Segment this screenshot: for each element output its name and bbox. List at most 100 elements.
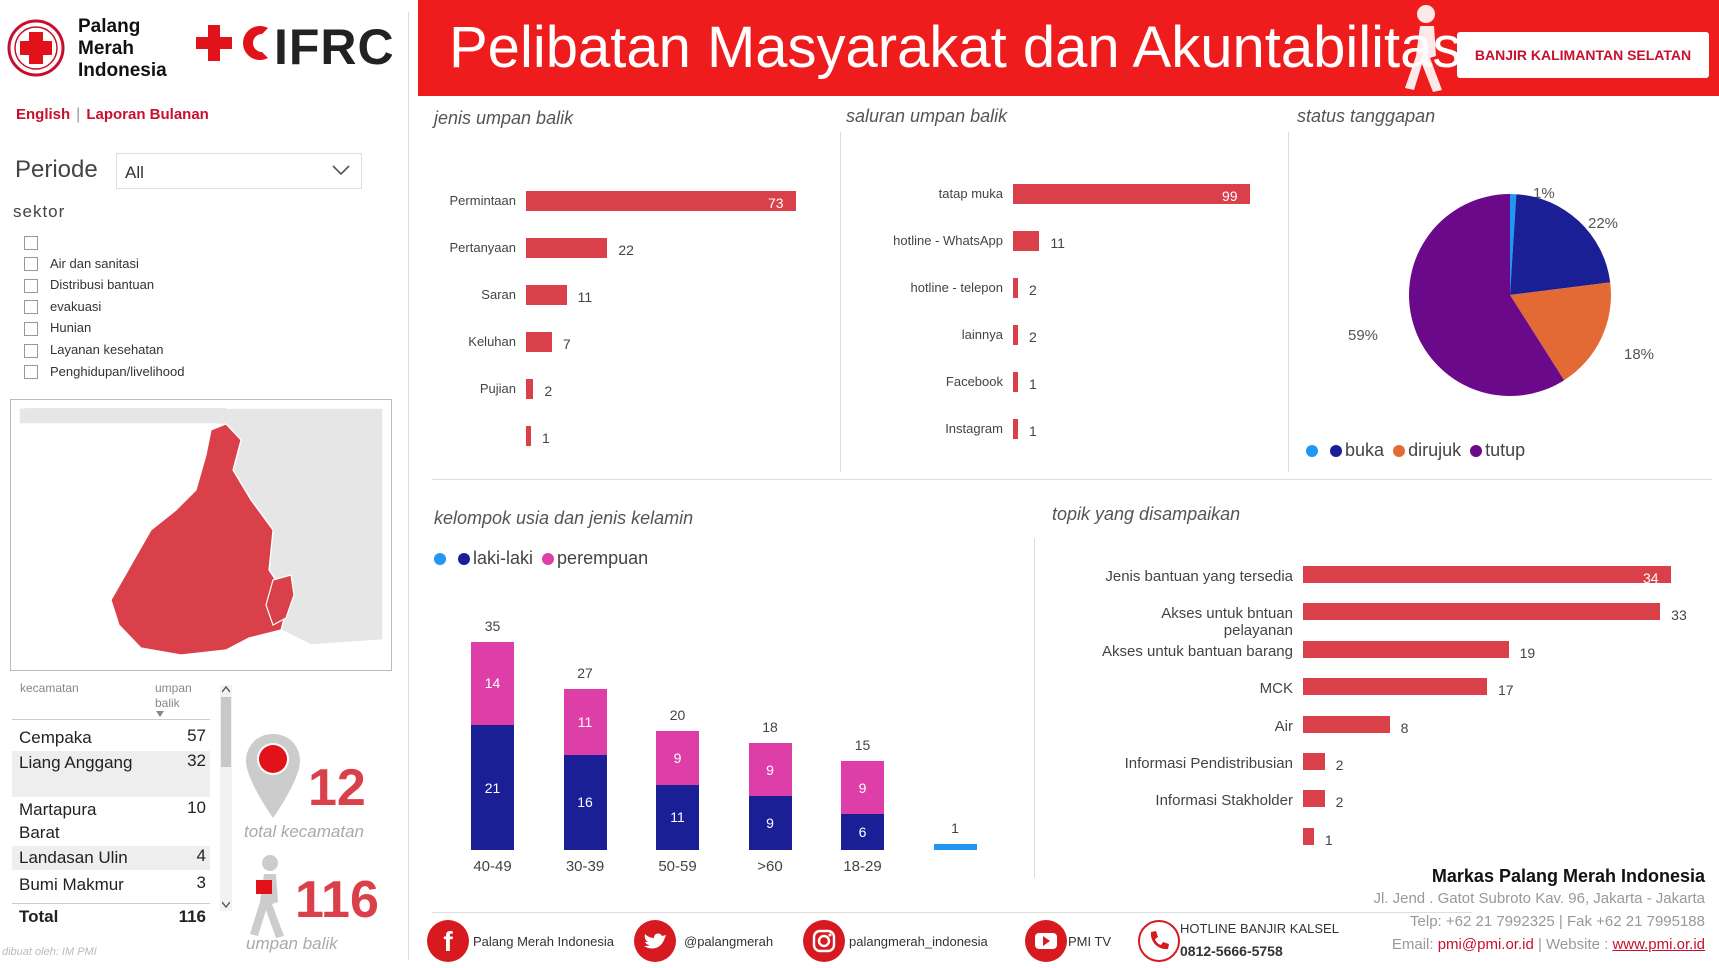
col-header-umpan-balik[interactable]: umpan balik bbox=[155, 681, 192, 710]
sektor-option[interactable]: Penghidupan/livelihood bbox=[24, 364, 184, 384]
bar bbox=[1303, 753, 1325, 770]
sektor-option[interactable]: Layanan kesehatan bbox=[24, 342, 163, 362]
table-row[interactable]: Martapura Barat 10 bbox=[12, 798, 210, 844]
total-umpan-balik-value: 116 bbox=[295, 871, 379, 929]
hotline-number[interactable]: 0812-5666-5758 bbox=[1180, 943, 1283, 959]
checkbox[interactable] bbox=[24, 257, 38, 272]
bar-value-label: 1 bbox=[1324, 831, 1333, 848]
bar-total-label: 15 bbox=[854, 736, 871, 753]
legend-label: laki-laki bbox=[473, 548, 534, 568]
bar-category-label: Pujian bbox=[479, 381, 516, 396]
kecamatan-name: Landasan Ulin bbox=[19, 848, 128, 867]
bar bbox=[1013, 184, 1250, 204]
bar-category-label: Saran bbox=[481, 287, 516, 302]
region-filter-button[interactable]: BANJIR KALIMANTAN SELATAN bbox=[1457, 32, 1709, 78]
checkbox[interactable] bbox=[24, 278, 38, 293]
brand-line: Indonesia bbox=[78, 60, 167, 81]
bar-total-label: 20 bbox=[669, 707, 686, 723]
bar bbox=[1013, 325, 1018, 345]
sektor-option[interactable]: Hunian bbox=[24, 320, 91, 340]
bar bbox=[526, 238, 608, 258]
table-total-row: Total 116 bbox=[12, 907, 210, 927]
location-pin-icon bbox=[246, 734, 300, 818]
legend-dot bbox=[458, 553, 471, 566]
english-link[interactable]: English bbox=[16, 106, 71, 123]
sektor-option-label: Layanan kesehatan bbox=[50, 342, 164, 357]
instagram-icon[interactable] bbox=[803, 920, 845, 962]
bar bbox=[1303, 790, 1325, 808]
table-row[interactable]: Liang Anggang 32 bbox=[12, 751, 210, 797]
checkbox[interactable] bbox=[24, 235, 38, 250]
segment-value-label: 11 bbox=[577, 714, 593, 731]
bar-total-label: 18 bbox=[762, 718, 778, 735]
table-row[interactable]: Landasan Ulin 4 bbox=[12, 846, 210, 870]
bar-category-label: Jenis bantuan yang tersedia bbox=[1105, 568, 1293, 585]
stacked-bar-segment bbox=[748, 796, 792, 850]
sektor-option[interactable] bbox=[24, 234, 50, 254]
kalimantan-selatan-map bbox=[18, 407, 384, 662]
stacked-bar-segment bbox=[471, 725, 514, 850]
panel-divider bbox=[408, 12, 409, 960]
table-row[interactable]: Cempaka 57 bbox=[12, 726, 210, 750]
checkbox[interactable] bbox=[24, 300, 38, 315]
bar-value-label: 34 bbox=[1643, 570, 1659, 586]
facebook-link[interactable]: Palang Merah Indonesia bbox=[473, 934, 614, 949]
bar-value-label: 2 bbox=[1335, 757, 1344, 773]
table-divider bbox=[12, 903, 210, 904]
table-scrollbar[interactable] bbox=[220, 685, 232, 911]
scroll-up-icon[interactable] bbox=[222, 685, 230, 693]
bar-category-label: Informasi Pendistribusian bbox=[1124, 755, 1293, 772]
checkbox[interactable] bbox=[24, 321, 38, 336]
website-link[interactable]: www.pmi.or.id bbox=[1612, 936, 1705, 953]
pie-slice-label: 18% bbox=[1624, 346, 1655, 363]
hq-address-block: Markas Palang Merah Indonesia Jl. Jend .… bbox=[1330, 866, 1705, 956]
scroll-down-icon[interactable] bbox=[222, 901, 230, 909]
youtube-link[interactable]: PMI TV bbox=[1068, 934, 1112, 949]
sektor-option[interactable]: evakuasi bbox=[24, 299, 101, 319]
email-label: Email: bbox=[1391, 936, 1434, 953]
bar-value-label: 19 bbox=[1519, 644, 1536, 661]
email-link[interactable]: pmi@pmi.or.id bbox=[1437, 936, 1534, 953]
bar bbox=[1013, 419, 1018, 439]
stacked-bar-segment bbox=[933, 844, 977, 850]
palang-merah-logo bbox=[7, 19, 65, 77]
status-tanggapan-pie bbox=[1409, 194, 1611, 396]
kecamatan-name: Bumi Makmur bbox=[19, 875, 124, 894]
sektor-option[interactable]: Air dan sanitasi bbox=[24, 256, 139, 276]
bar bbox=[1013, 231, 1040, 251]
periode-dropdown[interactable]: All bbox=[116, 153, 362, 189]
segment-value-label: 9 bbox=[766, 761, 774, 778]
checkbox[interactable] bbox=[24, 343, 38, 358]
checkbox[interactable] bbox=[24, 365, 38, 380]
jenis-umpan-balik-title: jenis umpan balik bbox=[434, 108, 574, 128]
bar-total-label: 27 bbox=[577, 665, 593, 682]
kecamatan-name: Liang Anggang bbox=[19, 753, 133, 772]
credit-text: dibuat oleh: IM PMI bbox=[2, 946, 97, 958]
twitter-link[interactable]: @palangmerah bbox=[684, 934, 774, 949]
bar-category-label: Akses untuk bntuan pelayanan bbox=[1161, 605, 1293, 640]
bar-value-label: 99 bbox=[1222, 188, 1238, 204]
col-header-kecamatan[interactable]: kecamatan bbox=[20, 681, 79, 695]
hq-phone: Telp: +62 21 7992325 | Fak +62 21 799518… bbox=[1410, 913, 1705, 930]
table-row[interactable]: Bumi Makmur 3 bbox=[12, 873, 210, 897]
youtube-icon[interactable] bbox=[1025, 920, 1067, 962]
instagram-link[interactable]: palangmerah_indonesia bbox=[849, 934, 988, 949]
bar-value-label: 7 bbox=[562, 336, 571, 352]
scroll-thumb[interactable] bbox=[221, 697, 231, 767]
total-value: 116 bbox=[178, 907, 206, 926]
facebook-icon[interactable]: f bbox=[427, 920, 469, 962]
pie-slice bbox=[1409, 194, 1565, 396]
umpan-balik-count: 3 bbox=[196, 873, 206, 892]
laporan-bulanan-link[interactable]: Laporan Bulanan bbox=[86, 106, 209, 123]
bar-category-label: Instagram bbox=[945, 421, 1003, 436]
hq-contact: Email: pmi@pmi.or.id | Website : www.pmi… bbox=[1330, 933, 1705, 956]
hotline-title: HOTLINE BANJIR KALSEL bbox=[1180, 921, 1339, 936]
sektor-option[interactable]: Distribusi bantuan bbox=[24, 277, 154, 297]
stacked-bar-segment bbox=[841, 760, 884, 815]
section-divider bbox=[1034, 538, 1035, 878]
region-map bbox=[10, 399, 392, 671]
legend-dot bbox=[542, 553, 555, 566]
twitter-icon[interactable] bbox=[634, 920, 676, 962]
umpan-balik-count: 32 bbox=[187, 751, 206, 770]
umpan-balik-count: 10 bbox=[187, 798, 206, 817]
